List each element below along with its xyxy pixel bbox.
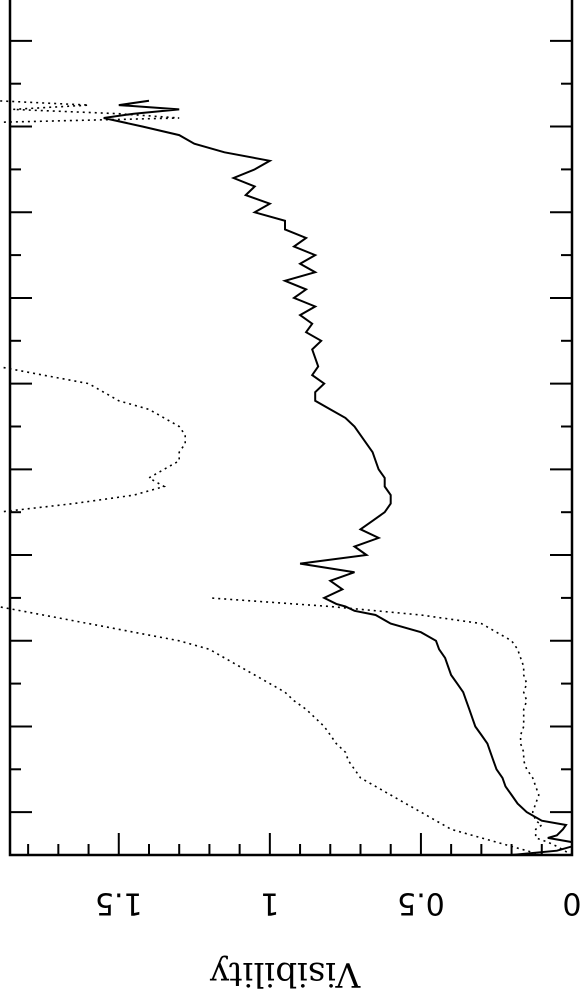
tick-marks xyxy=(10,39,573,856)
y-tick-labels: 0 0.5 1 1.5 xyxy=(95,886,582,921)
series-line-5 xyxy=(0,100,180,124)
y-tick-label: 0 xyxy=(562,886,581,921)
y-tick-label: 1.5 xyxy=(95,886,143,921)
y-tick-label: 0.5 xyxy=(397,886,445,921)
series-line-4 xyxy=(0,366,186,513)
series-lines xyxy=(0,99,573,856)
plot-frame xyxy=(8,0,574,857)
series-line-2 xyxy=(209,597,573,856)
series-line-3 xyxy=(0,606,543,856)
y-axis-title: Visibility xyxy=(209,954,361,994)
series-line-1 xyxy=(103,99,573,856)
y-tick-label: 1 xyxy=(260,886,279,921)
